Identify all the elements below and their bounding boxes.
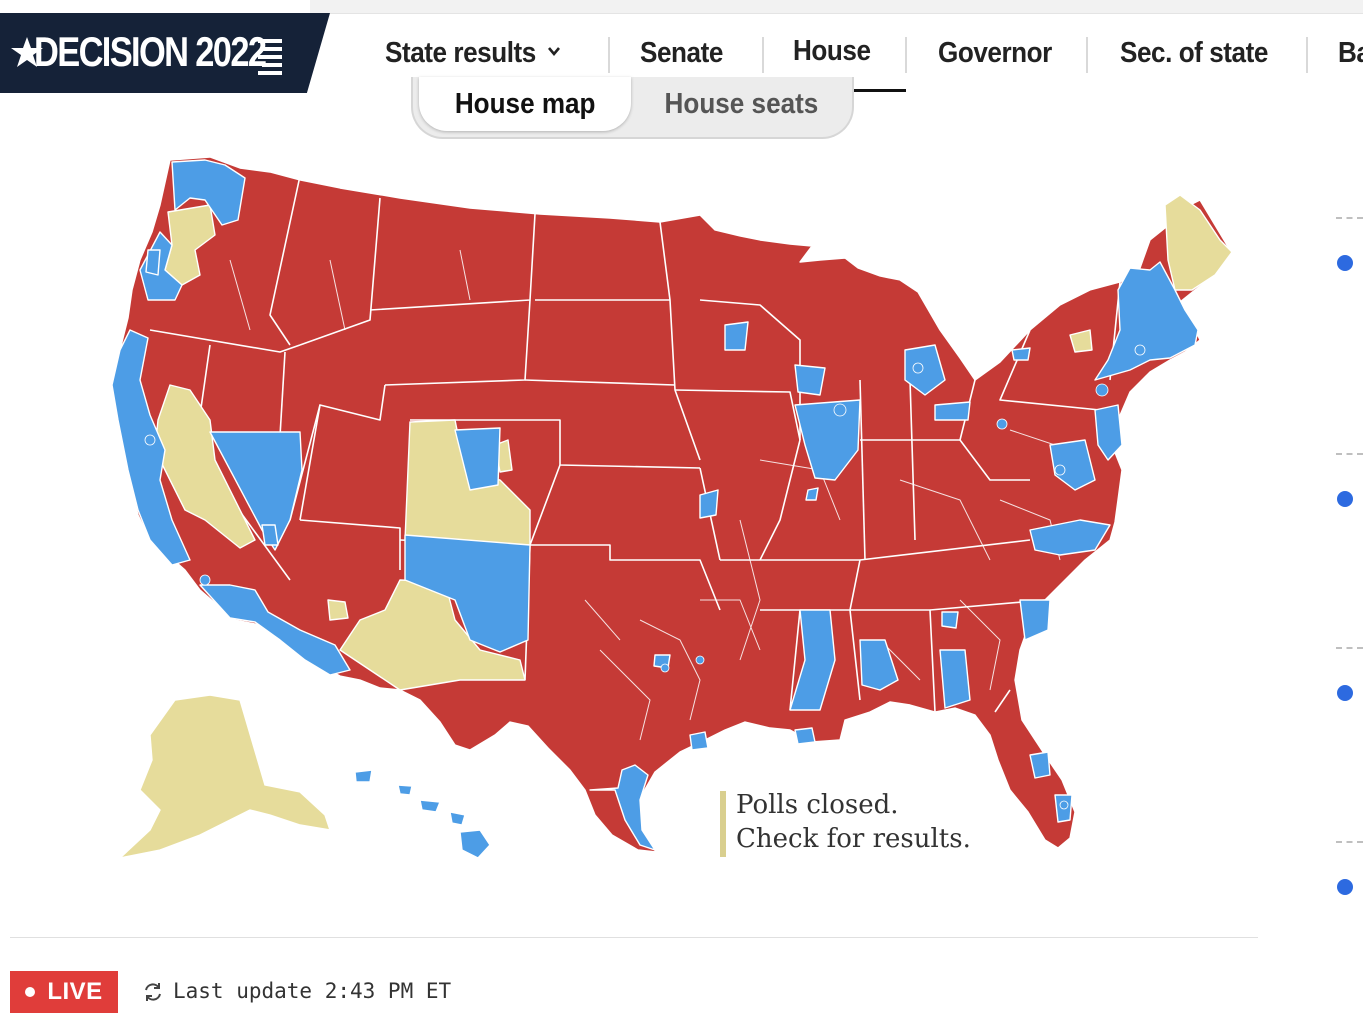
house-map-tab[interactable]: House map: [419, 77, 631, 131]
region-dem-nc[interactable]: [1029, 519, 1111, 556]
region-polls-closed-ny[interactable]: [1069, 329, 1093, 353]
region-dem-ms[interactable]: [789, 609, 836, 711]
region-dem-il[interactable]: [794, 399, 861, 481]
house-seats-tab[interactable]: House seats: [664, 87, 818, 120]
nav-separator: [1086, 37, 1088, 73]
chevron-down-icon: [547, 47, 560, 57]
region-dem-mi[interactable]: [904, 344, 946, 396]
region-dem-sc[interactable]: [1019, 599, 1051, 641]
region-dem-nm[interactable]: [404, 534, 531, 653]
map-view-toggle: House map House seats: [411, 77, 854, 139]
nav-house[interactable]: House: [793, 34, 871, 67]
region-polls-closed-az[interactable]: [339, 579, 526, 691]
region-dem-nv[interactable]: [209, 431, 303, 551]
divider: [10, 937, 1258, 938]
nav-ballot[interactable]: Ba: [1338, 36, 1363, 69]
region-dem-al[interactable]: [859, 639, 899, 691]
refresh-icon[interactable]: [142, 981, 164, 1003]
right-dash: [1336, 841, 1363, 843]
nav-separator: [608, 37, 610, 73]
right-dash: [1336, 217, 1363, 219]
region-polls-closed-ak[interactable]: [119, 694, 331, 859]
right-dot: [1337, 255, 1353, 271]
logo-text: DECISION 2022: [34, 28, 267, 75]
right-dash: [1336, 453, 1363, 455]
live-dot-icon: [25, 987, 36, 997]
right-dot: [1337, 491, 1353, 507]
region-dem-ia[interactable]: [794, 364, 826, 396]
right-dot: [1337, 879, 1353, 895]
main-nav: State results Senate House Governor Sec.…: [330, 13, 1363, 93]
nav-sec-of-state[interactable]: Sec. of state: [1120, 36, 1268, 69]
nav-separator: [905, 37, 907, 73]
region-dem-northeast[interactable]: [1094, 261, 1199, 381]
region-dem-tx-south[interactable]: [589, 764, 656, 851]
nav-separator: [762, 37, 764, 73]
region-polls-closed-me[interactable]: [1164, 194, 1233, 291]
right-dot: [1337, 685, 1353, 701]
live-badge: LIVE: [10, 971, 118, 1013]
star-icon: [11, 37, 43, 67]
region-dem-ks[interactable]: [699, 489, 719, 519]
nav-senate[interactable]: Senate: [640, 36, 723, 69]
right-dash: [1336, 647, 1363, 649]
region-dem-or[interactable]: [139, 231, 183, 301]
legend-polls-closed: Polls closed. Check for results.: [736, 790, 971, 854]
region-dem-wa[interactable]: [171, 159, 246, 226]
last-update-text: Last update 2:43 PM ET: [173, 979, 452, 1003]
region-dem-oh[interactable]: [934, 401, 971, 421]
lines-icon: [258, 39, 282, 75]
region-dem-ga[interactable]: [939, 649, 971, 709]
region-dem-tx-houston[interactable]: [689, 731, 709, 751]
top-strip: [310, 0, 1363, 14]
region-dem-mn[interactable]: [724, 321, 749, 351]
region-dem-la[interactable]: [794, 727, 816, 745]
region-dem-nj[interactable]: [1094, 404, 1123, 461]
decision-2022-logo[interactable]: DECISION 2022: [0, 13, 330, 93]
nav-governor[interactable]: Governor: [938, 36, 1052, 69]
legend-polls-closed-swatch: [720, 791, 726, 857]
region-dem-fl[interactable]: [1029, 751, 1051, 779]
house-results-map[interactable]: [0, 140, 1280, 880]
region-dem-co[interactable]: [454, 427, 501, 491]
region-dem-hi[interactable]: [354, 769, 491, 859]
region-dem-socal[interactable]: [199, 584, 351, 676]
nav-state-results[interactable]: State results: [385, 13, 561, 93]
region-dem-va[interactable]: [1049, 439, 1096, 491]
region-dem-ca-coast[interactable]: [111, 329, 191, 566]
nav-separator: [1306, 37, 1308, 73]
